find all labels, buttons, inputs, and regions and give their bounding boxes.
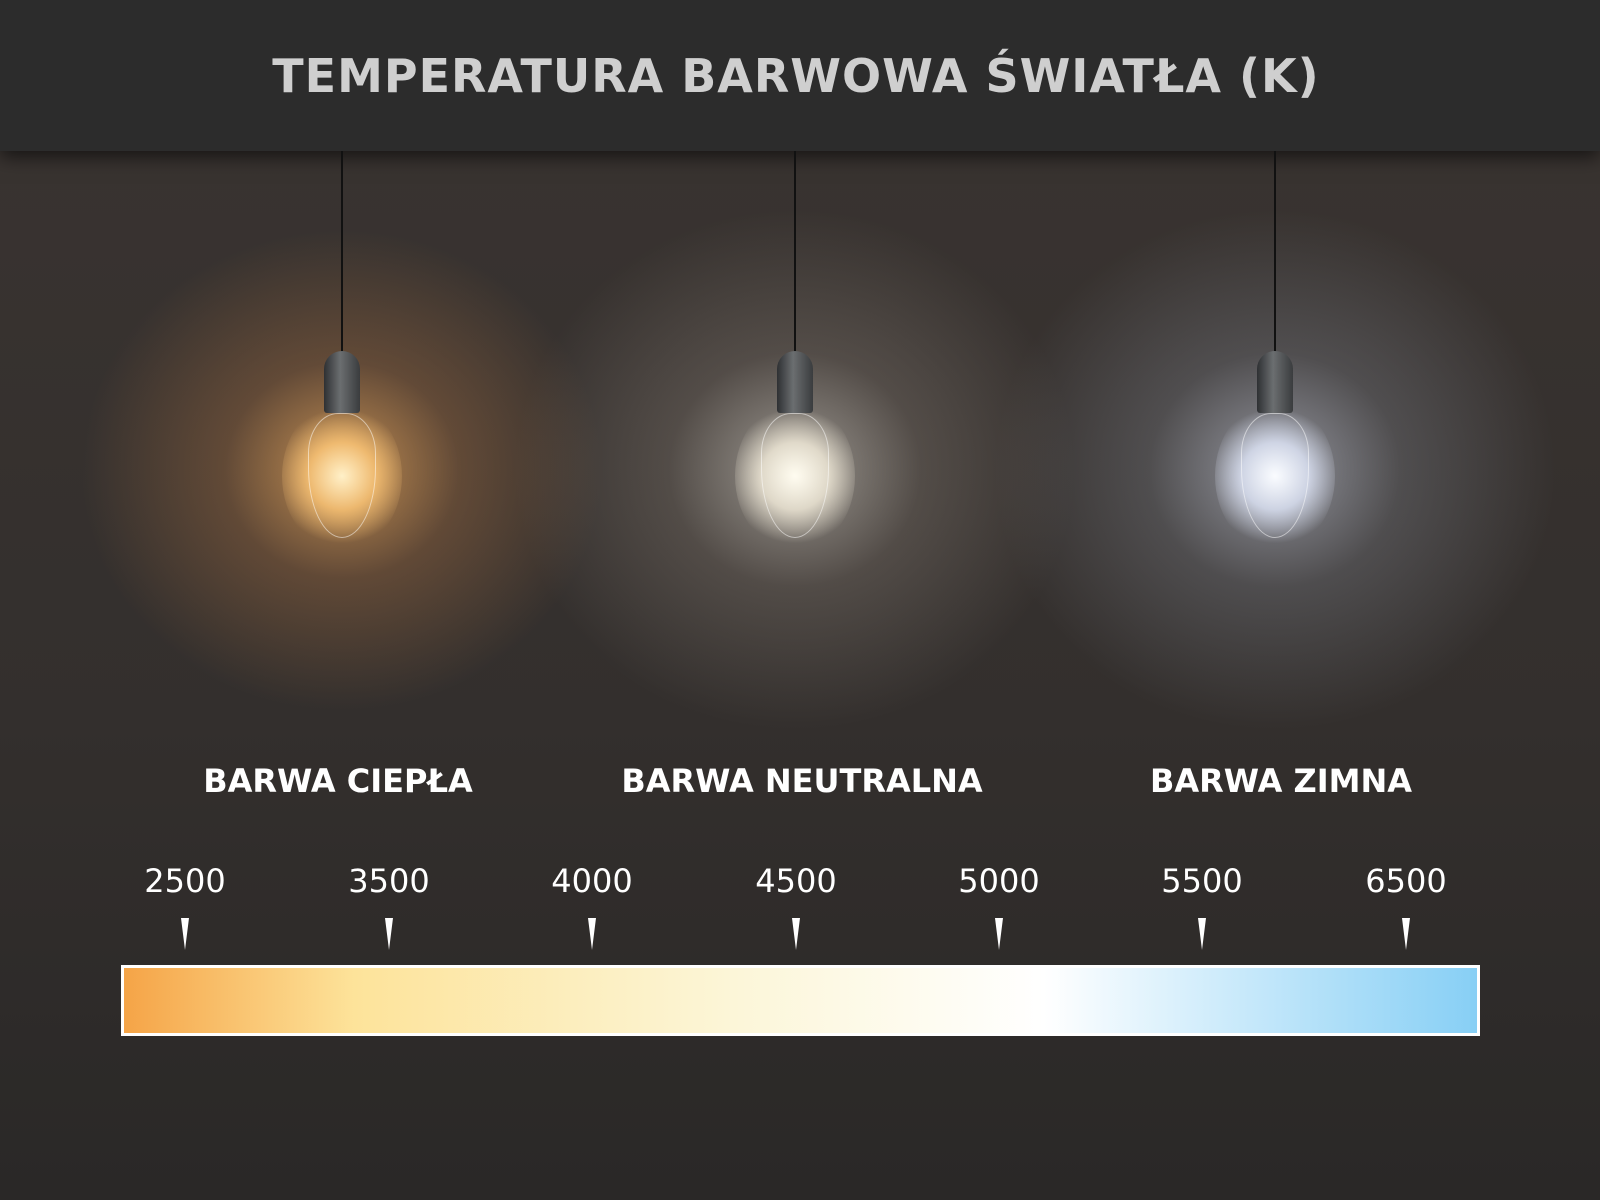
- cord: [1274, 151, 1276, 356]
- bulb-warm: [282, 151, 402, 691]
- socket: [777, 351, 813, 413]
- tick-label: 6500: [1365, 862, 1447, 900]
- tick-marker: [588, 918, 596, 950]
- label-cold: BARWA ZIMNA: [1149, 762, 1413, 800]
- tick-marker: [181, 918, 189, 950]
- tick-marker: [792, 918, 800, 950]
- socket: [324, 351, 360, 413]
- bulb-cold: [1215, 151, 1335, 691]
- cord: [341, 151, 343, 356]
- label-warm: BARWA CIEPŁA: [203, 762, 473, 800]
- cord: [794, 151, 796, 356]
- bulb-glass: [1241, 413, 1309, 538]
- tick-marker: [385, 918, 393, 950]
- socket: [1257, 351, 1293, 413]
- tick-label: 5500: [1161, 862, 1243, 900]
- label-neutral: BARWA NEUTRALNA: [621, 762, 983, 800]
- header-bar: TEMPERATURA BARWOWA ŚWIATŁA (K): [0, 0, 1600, 151]
- page-title: TEMPERATURA BARWOWA ŚWIATŁA (K): [272, 48, 1320, 103]
- tick-label: 5000: [958, 862, 1040, 900]
- bulb-glass: [308, 413, 376, 538]
- tick-label: 4000: [551, 862, 633, 900]
- tick-marker: [995, 918, 1003, 950]
- tick-label: 3500: [348, 862, 430, 900]
- color-temperature-gradient-bar: [121, 965, 1480, 1036]
- tick-label: 2500: [144, 862, 226, 900]
- tick-marker: [1402, 918, 1410, 950]
- bulb-glass: [761, 413, 829, 538]
- tick-label: 4500: [755, 862, 837, 900]
- bulb-neutral: [735, 151, 855, 691]
- tick-marker: [1198, 918, 1206, 950]
